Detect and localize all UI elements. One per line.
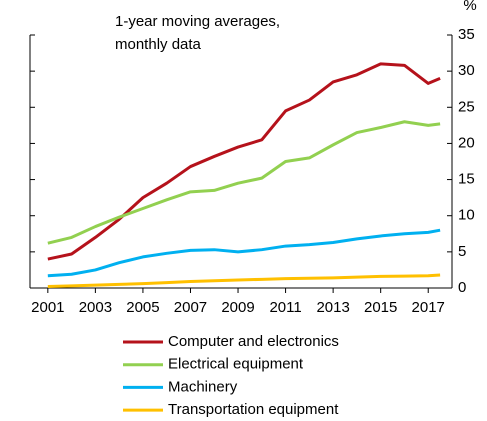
x-tick-label: 2015	[364, 299, 397, 316]
y-tick-label: 0	[458, 279, 466, 296]
legend-label: Transportation equipment	[168, 401, 339, 418]
y-tick-label: 5	[458, 243, 466, 260]
y-tick-label: 30	[458, 62, 475, 79]
x-tick-label: 2007	[174, 299, 207, 316]
series-line	[47, 273, 441, 289]
y-unit: %	[463, 0, 476, 14]
x-tick-label: 2009	[221, 299, 254, 316]
x-tick-label: 2013	[316, 299, 349, 316]
y-tick-label: 25	[458, 98, 475, 115]
series-line	[47, 62, 441, 261]
y-tick-label: 10	[458, 207, 475, 224]
legend-label: Computer and electronics	[168, 333, 339, 350]
y-tick-label: 35	[458, 26, 475, 43]
x-tick-label: 2003	[79, 299, 112, 316]
series-line	[47, 228, 441, 278]
subtitle: 1-year moving averages,	[115, 13, 280, 30]
series-line	[47, 120, 441, 245]
y-tick-label: 20	[458, 134, 475, 151]
x-tick-label: 2005	[126, 299, 159, 316]
x-tick-label: 2011	[269, 299, 301, 316]
x-tick-label: 2001	[31, 299, 64, 316]
legend-label: Machinery	[168, 378, 238, 395]
x-tick-label: 2017	[412, 299, 445, 316]
legend-label: Electrical equipment	[168, 356, 304, 373]
y-tick-label: 15	[458, 171, 475, 188]
subtitle: monthly data	[115, 36, 202, 53]
